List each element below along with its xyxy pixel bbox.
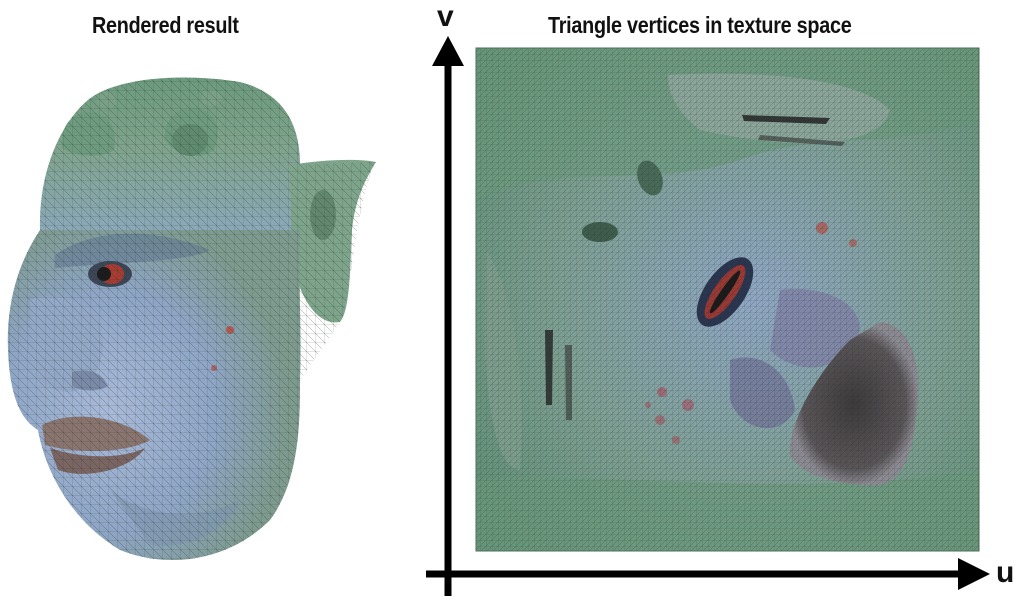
- axes: [426, 36, 990, 596]
- u-axis-label: u: [996, 556, 1015, 589]
- uv-wireframe: [476, 48, 979, 551]
- u-axis-arrow: [958, 558, 990, 590]
- texture-atlas: [476, 48, 979, 551]
- rendered-result-title: Rendered result: [92, 12, 239, 38]
- head-wireframe: [7, 77, 376, 560]
- v-axis-arrow: [432, 36, 464, 66]
- v-axis-label: v: [437, 0, 454, 33]
- texture-border: [475, 47, 980, 552]
- rendered-head: [7, 77, 376, 560]
- texture-space-title: Triangle vertices in texture space: [548, 12, 852, 38]
